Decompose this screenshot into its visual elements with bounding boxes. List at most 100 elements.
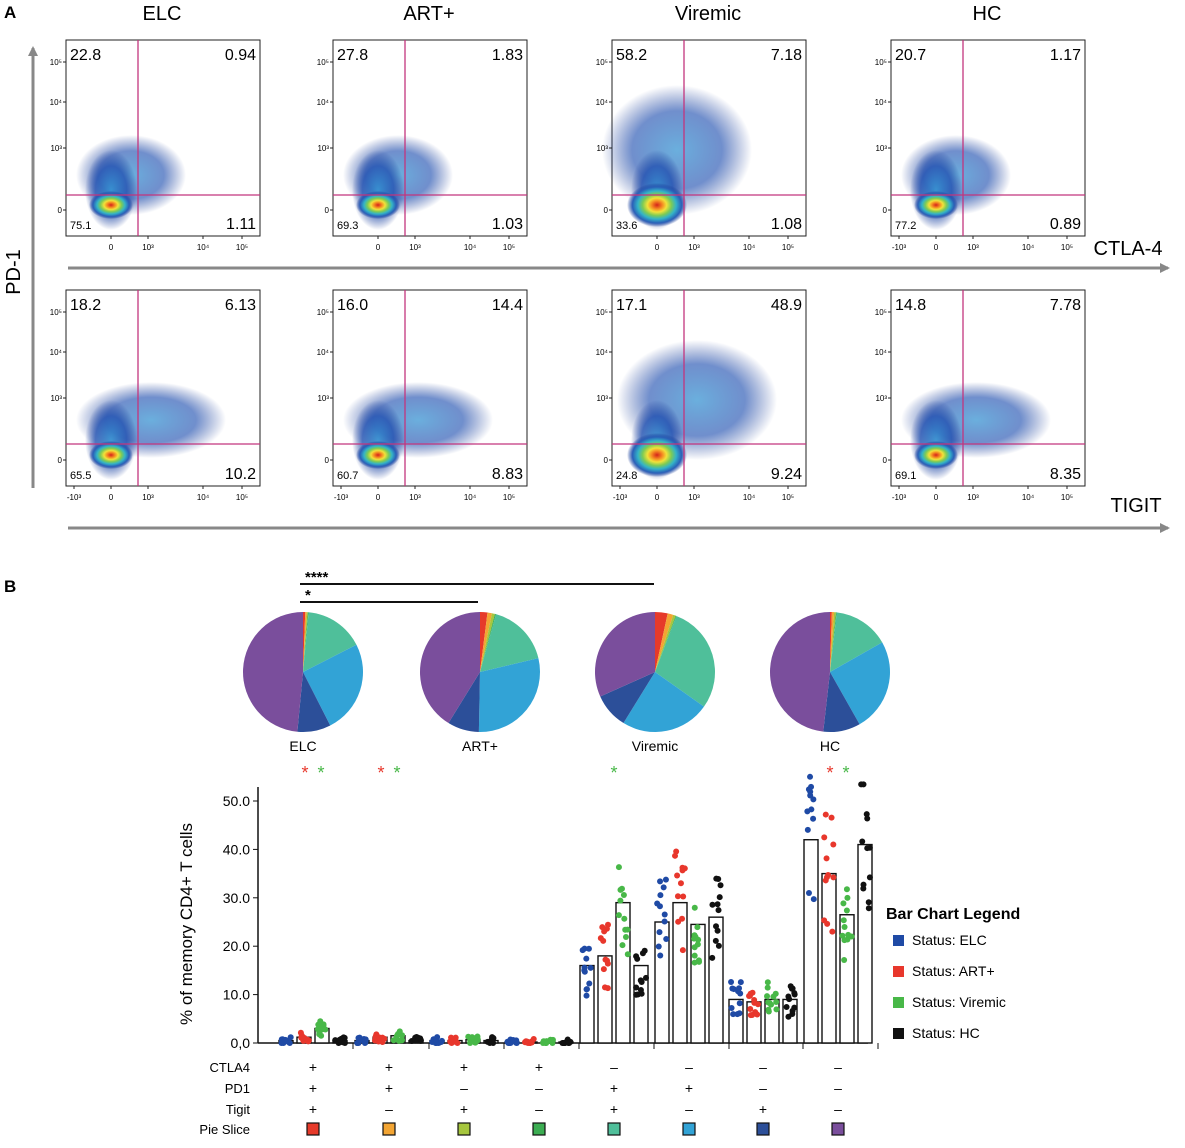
quadrant-lower-right-value: 0.89: [1050, 216, 1081, 233]
data-point: [714, 927, 721, 934]
pie-slice-1: [655, 612, 668, 672]
x-tick-label: 10³: [967, 493, 979, 502]
pie-slice-2: [480, 612, 492, 672]
x-tick-label: 10³: [688, 243, 700, 252]
data-point: [396, 1028, 403, 1035]
data-point: [737, 990, 744, 997]
data-point: [804, 826, 811, 833]
quadrant-upper-left-value: 14.8: [895, 297, 926, 314]
pie-slice-8: [419, 612, 480, 724]
pie-label: Viremic: [632, 738, 678, 754]
data-point: [278, 1040, 285, 1046]
data-point: [712, 937, 719, 944]
x-tick-label: 0: [655, 493, 660, 502]
quadrant-upper-right-value: 1.17: [1050, 47, 1081, 64]
x-tick-label: 10⁴: [743, 243, 756, 252]
bar-hc: [708, 916, 724, 1044]
data-point: [840, 917, 847, 924]
quadrant-upper-left-value: 16.0: [337, 297, 368, 314]
bar-group-2: + + – * *: [354, 763, 430, 1136]
data-point: [749, 989, 756, 996]
pie-slice-2: [303, 612, 307, 672]
significance-star-green: *: [610, 763, 617, 783]
cell-density-hotspot: [356, 441, 400, 469]
data-point: [381, 1035, 388, 1042]
x-tick-label: 10⁵: [782, 243, 794, 252]
data-point: [618, 885, 625, 892]
data-point: [583, 986, 590, 993]
data-point: [807, 788, 814, 795]
quadrant-lower-right-value: 1.08: [771, 216, 802, 233]
pie-slice-3: [830, 612, 837, 672]
y-tick-label: 10⁴: [596, 348, 609, 357]
row-label-ctla4: CTLA4: [210, 1060, 250, 1075]
data-point: [737, 979, 744, 986]
data-point: [715, 907, 722, 914]
quadrant-lower-left-value: 33.6: [616, 220, 637, 232]
data-point: [716, 894, 723, 901]
flow-plot-hc-row1: 20.7 1.17 77.2 0.89 10⁵ 10⁴ 10³ 0 -10³ 0 10³ 10⁴ 10⁵: [875, 39, 1086, 252]
ctla4-sign: +: [460, 1059, 468, 1075]
data-point: [679, 947, 686, 954]
bar-group-4: + – –: [504, 1036, 580, 1136]
data-point: [604, 960, 611, 967]
data-point: [747, 1012, 754, 1019]
y-tick-label: 10.0: [223, 987, 250, 1003]
data-point: [810, 896, 817, 903]
data-point: [673, 848, 680, 855]
data-point: [863, 811, 870, 818]
significance-label-elc-art: *: [305, 587, 311, 604]
y-tick-label: 50.0: [223, 793, 250, 809]
pie-slice-8: [595, 612, 655, 697]
data-point: [579, 947, 586, 954]
data-point: [621, 915, 628, 922]
pie-slice-4: [480, 613, 497, 672]
data-point: [715, 876, 722, 883]
y-tick-label: 10³: [317, 144, 329, 153]
x-tick-label: 10³: [142, 243, 154, 252]
column-title-hc: HC: [973, 3, 1002, 25]
y-tick-label: 10⁴: [596, 98, 609, 107]
y-tick-label: 10⁴: [317, 348, 330, 357]
data-point: [765, 999, 772, 1006]
data-point: [810, 815, 817, 822]
y-tick-label: 0: [58, 206, 63, 215]
data-point: [829, 928, 836, 935]
data-point: [530, 1036, 537, 1043]
data-point: [674, 872, 681, 879]
x-tick-label: 10³: [967, 243, 979, 252]
data-point: [828, 814, 835, 821]
quadrant-lower-left-value: 69.3: [337, 220, 358, 232]
legend-swatch: [893, 935, 904, 946]
pie-slice-4: [303, 612, 309, 672]
data-point: [691, 904, 698, 911]
pd1-sign: –: [535, 1080, 543, 1096]
pie-label: ART+: [462, 738, 498, 754]
tigit-sign: +: [759, 1101, 767, 1117]
pd1-sign: +: [385, 1080, 393, 1096]
data-point: [805, 890, 812, 897]
data-point: [624, 951, 631, 958]
data-point: [709, 901, 716, 908]
pie-slice-1: [480, 612, 488, 672]
data-point: [362, 1037, 369, 1044]
data-point: [617, 897, 624, 904]
data-point: [824, 920, 831, 927]
data-point: [729, 985, 736, 992]
pie-slice-6: [478, 658, 540, 732]
legend-swatch: [893, 966, 904, 977]
pie-slice-6: [303, 644, 363, 726]
data-point: [717, 882, 724, 889]
significance-star-green: *: [393, 763, 400, 783]
legend-entry: Status: HC: [912, 1025, 980, 1041]
data-point: [840, 900, 847, 907]
data-point: [714, 901, 721, 908]
data-point: [657, 952, 664, 959]
legend-title: Bar Chart Legend: [886, 906, 1020, 923]
data-point: [821, 834, 828, 841]
legend-entry: Status: ELC: [912, 932, 987, 948]
x-tick-label: 0: [376, 493, 381, 502]
quadrant-lower-left-value: 65.5: [70, 470, 91, 482]
bar-viremic: [839, 914, 855, 1044]
